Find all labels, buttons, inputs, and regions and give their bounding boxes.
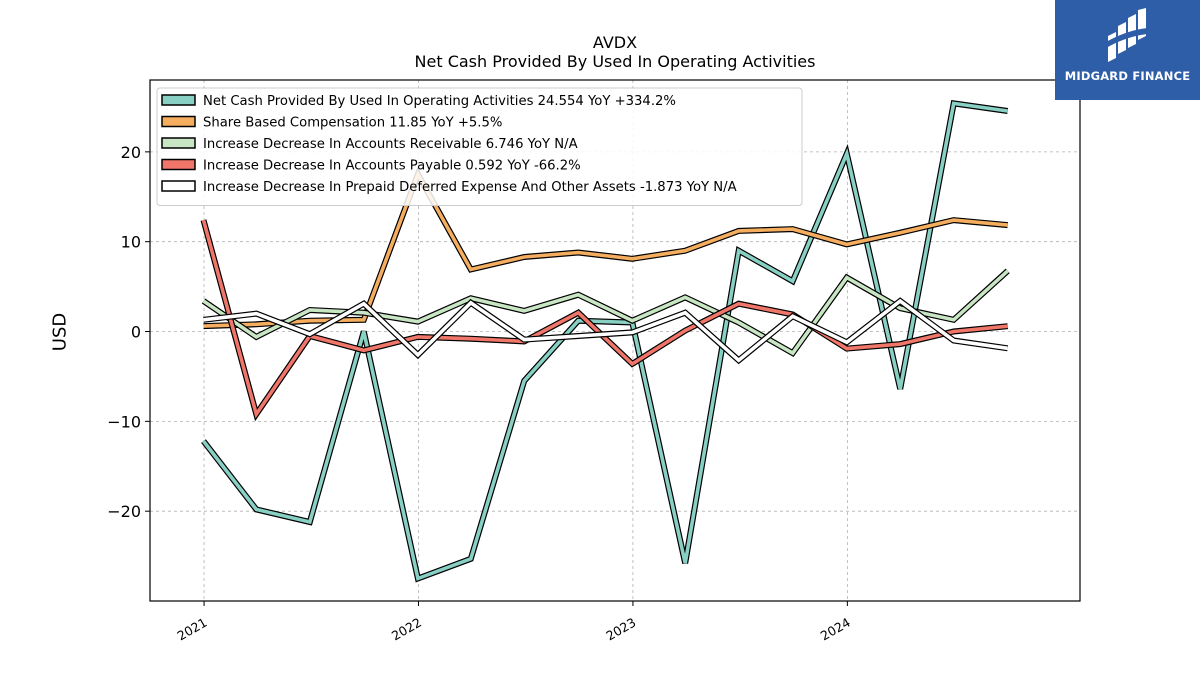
y-tick-label: −10 [107, 412, 141, 431]
y-tick-label: −20 [107, 502, 141, 521]
legend-entry: Increase Decrease In Accounts Receivable… [203, 137, 578, 152]
x-tick-label: 2021 [174, 615, 209, 644]
x-tick-label: 2022 [389, 615, 424, 644]
legend-swatch [161, 94, 196, 106]
x-axis: 2021 2022 2023 2024 [174, 601, 853, 644]
y-axis: 20 10 0 −10 −20 [107, 143, 150, 521]
legend: Net Cash Provided By Used In Operating A… [156, 87, 803, 206]
legend-entry: Increase Decrease In Accounts Payable 0.… [203, 159, 581, 174]
series-1 [201, 100, 1009, 583]
legend-swatch [161, 180, 196, 192]
series-line-outline [200, 219, 1008, 422]
brand-logo: MIDGARD FINANCE [1055, 0, 1200, 100]
series-line [203, 298, 1008, 363]
series-4 [200, 219, 1008, 422]
y-axis-label: USD [49, 312, 71, 352]
series-line [202, 269, 1009, 356]
legend-entry: Net Cash Provided By Used In Operating A… [203, 94, 676, 109]
x-tick-label: 2024 [818, 615, 853, 644]
legend-swatch [161, 158, 196, 171]
series-line [201, 219, 1008, 419]
series-3 [201, 268, 1010, 358]
series-5 [203, 297, 1009, 365]
x-tick-label: 2023 [603, 615, 638, 644]
legend-swatch [161, 115, 196, 128]
series-lines [200, 100, 1010, 583]
y-tick-label: 10 [121, 233, 141, 252]
y-tick-label: 20 [121, 143, 141, 162]
chart-title: AVDX [592, 33, 638, 52]
legend-box [156, 87, 803, 206]
y-tick-label: 0 [131, 323, 141, 342]
brand-logo-icon [1106, 8, 1148, 62]
legend-entry: Share Based Compensation 11.85 YoY +5.5% [203, 116, 502, 131]
chart-subtitle: Net Cash Provided By Used In Operating A… [414, 52, 816, 71]
series-line [202, 101, 1008, 581]
brand-name: MIDGARD FINANCE [1064, 69, 1191, 83]
plot-frame [149, 79, 1081, 602]
legend-entry: Increase Decrease In Prepaid Deferred Ex… [203, 180, 737, 195]
legend-swatch [161, 137, 196, 149]
